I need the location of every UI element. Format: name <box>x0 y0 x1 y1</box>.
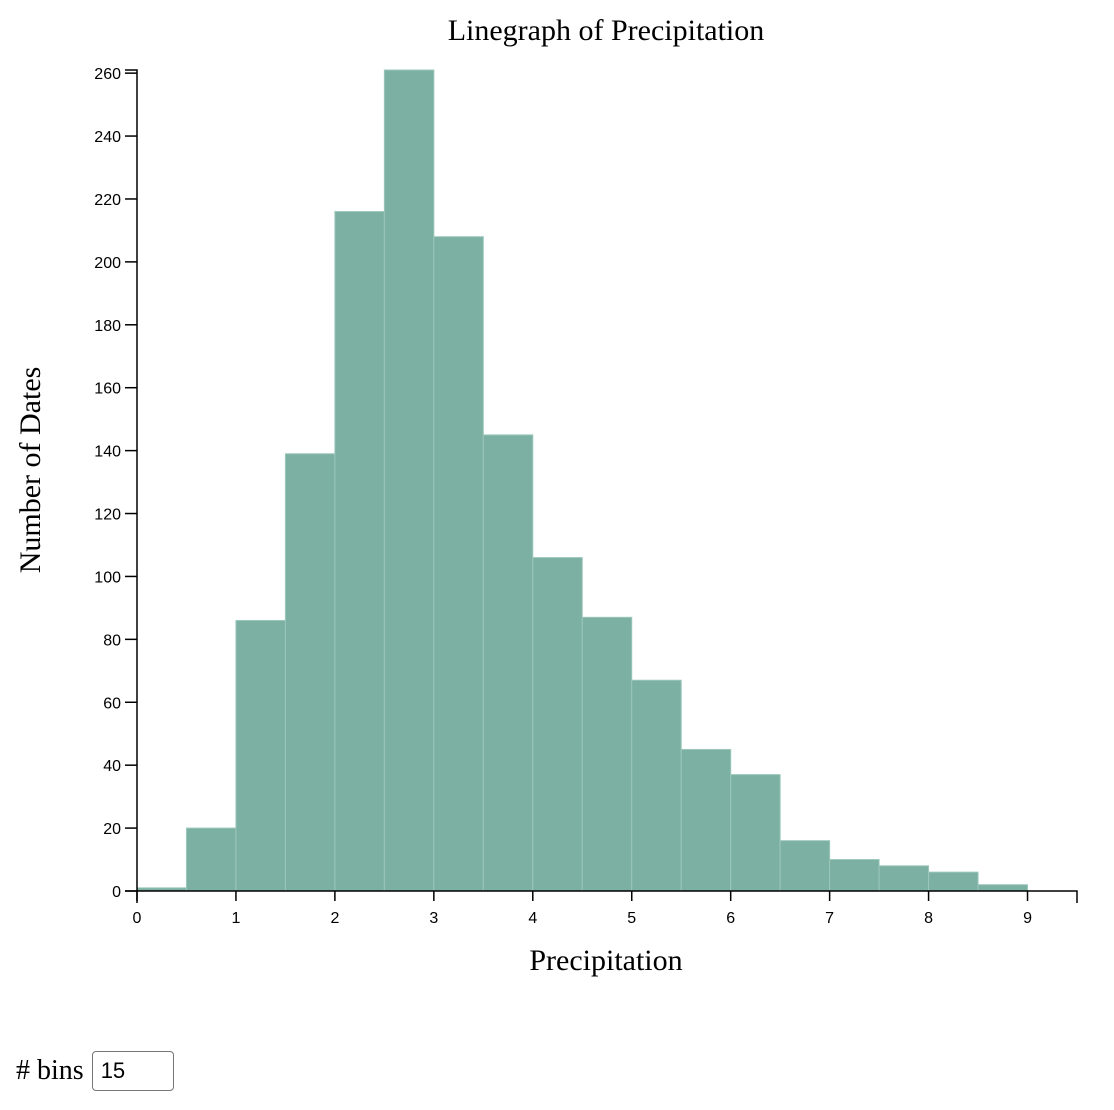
histogram-bar <box>878 865 930 892</box>
y-tick-label: 200 <box>94 255 121 272</box>
chart-title: Linegraph of Precipitation <box>448 14 765 47</box>
y-tick-label: 180 <box>94 318 121 335</box>
x-tick-label: 2 <box>330 910 339 927</box>
x-tick-label: 3 <box>429 910 438 927</box>
histogram-bar <box>680 748 732 892</box>
histogram-bar <box>730 774 781 892</box>
histogram-chart: Linegraph of Precipitation 0204060801001… <box>14 14 1078 977</box>
y-tick-label: 0 <box>112 884 121 901</box>
x-tick-label: 8 <box>924 910 933 927</box>
x-tick-label: 6 <box>726 910 735 927</box>
y-tick-label: 240 <box>94 129 121 146</box>
x-tick-label: 7 <box>825 910 834 927</box>
histogram-bar <box>631 679 682 892</box>
histogram-bar <box>284 453 336 892</box>
x-axis-label: Precipitation <box>529 944 682 977</box>
y-tick-label: 80 <box>103 632 121 649</box>
x-tick-label: 1 <box>231 910 240 927</box>
y-tick-label: 160 <box>94 381 121 398</box>
histogram-bar <box>829 859 880 892</box>
y-tick-label: 100 <box>94 569 121 586</box>
histogram-bar <box>433 236 484 892</box>
histogram-bar <box>532 557 583 892</box>
histogram-bar <box>235 619 286 892</box>
y-tick-label: 220 <box>94 192 121 209</box>
y-tick-label: 120 <box>94 507 121 524</box>
y-tick-label: 20 <box>103 821 121 838</box>
x-tick-label: 0 <box>133 910 142 927</box>
x-axis: 0 1 2 3 4 5 6 7 8 9 <box>133 890 1078 927</box>
y-tick-label: 60 <box>103 695 121 712</box>
bins-input[interactable] <box>91 1051 174 1091</box>
histogram-bar <box>779 840 831 892</box>
x-tick-label: 4 <box>528 910 537 927</box>
histogram-bar <box>334 211 385 892</box>
y-axis: 0 20 40 60 80 100 120 140 160 180 200 220 240 260 <box>94 66 138 901</box>
histogram-bar <box>928 871 979 892</box>
histogram-bar <box>482 434 534 892</box>
bars-group <box>136 69 1029 892</box>
bins-control: # bins <box>16 1050 174 1092</box>
y-tick-label: 260 <box>94 66 121 83</box>
x-axis-line <box>136 890 1078 903</box>
y-axis-label: Number of Dates <box>14 367 47 574</box>
histogram-bar <box>383 69 435 892</box>
x-tick-label: 9 <box>1023 910 1032 927</box>
y-axis-line <box>125 69 138 892</box>
y-tick-label: 40 <box>103 758 121 775</box>
y-tick-label: 140 <box>94 444 121 461</box>
x-tick-label: 5 <box>627 910 636 927</box>
histogram-bar <box>581 616 633 892</box>
bins-label: # bins <box>16 1055 84 1086</box>
histogram-bar <box>185 827 237 892</box>
histogram-bar <box>977 884 1029 892</box>
